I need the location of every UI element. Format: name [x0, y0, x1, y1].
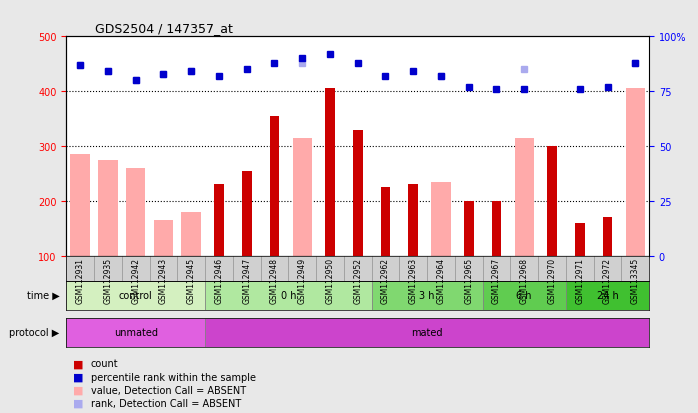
Text: ■: ■	[73, 372, 84, 382]
Text: time ▶: time ▶	[27, 290, 59, 300]
Bar	[482, 281, 566, 310]
Bar	[242, 171, 251, 256]
Bar	[408, 185, 418, 256]
Text: protocol ▶: protocol ▶	[9, 328, 59, 337]
Bar	[325, 89, 335, 256]
Text: control: control	[119, 290, 153, 300]
Text: GSM112964: GSM112964	[436, 257, 445, 303]
Bar	[66, 318, 205, 347]
Bar	[66, 281, 205, 310]
Bar	[70, 155, 90, 256]
Bar	[514, 138, 534, 256]
Text: value, Detection Call = ABSENT: value, Detection Call = ABSENT	[91, 385, 246, 395]
Text: percentile rank within the sample: percentile rank within the sample	[91, 372, 255, 382]
Text: 0 h: 0 h	[281, 290, 296, 300]
Text: GSM112935: GSM112935	[103, 257, 112, 303]
Bar	[181, 212, 201, 256]
Text: GSM112948: GSM112948	[270, 257, 279, 303]
Text: count: count	[91, 358, 119, 368]
Bar	[292, 138, 312, 256]
Bar	[491, 202, 501, 256]
Bar	[371, 281, 482, 310]
Bar	[625, 89, 645, 256]
Bar	[431, 182, 451, 256]
Text: GSM112945: GSM112945	[186, 257, 195, 303]
Text: ■: ■	[73, 398, 84, 408]
Text: ■: ■	[73, 385, 84, 395]
Text: GSM112931: GSM112931	[75, 257, 84, 303]
Text: 6 h: 6 h	[517, 290, 532, 300]
Text: GSM112943: GSM112943	[159, 257, 168, 303]
Text: GDS2504 / 147357_at: GDS2504 / 147357_at	[96, 21, 233, 35]
Bar	[464, 202, 474, 256]
Text: GSM112949: GSM112949	[298, 257, 306, 303]
Text: ■: ■	[73, 358, 84, 368]
Bar	[566, 281, 649, 310]
Text: rank, Detection Call = ABSENT: rank, Detection Call = ABSENT	[91, 398, 241, 408]
Bar	[353, 130, 362, 256]
Text: GSM112972: GSM112972	[603, 257, 612, 303]
Text: 3 h: 3 h	[419, 290, 435, 300]
Text: GSM112947: GSM112947	[242, 257, 251, 303]
Bar	[547, 147, 557, 256]
Bar	[126, 169, 145, 256]
Text: GSM112962: GSM112962	[381, 257, 390, 303]
Text: GSM113345: GSM113345	[631, 257, 640, 304]
Text: GSM112971: GSM112971	[575, 257, 584, 303]
Bar	[98, 160, 118, 256]
Text: GSM112967: GSM112967	[492, 257, 501, 303]
Bar	[575, 223, 585, 256]
Bar	[602, 218, 612, 256]
Text: GSM112942: GSM112942	[131, 257, 140, 303]
Text: unmated: unmated	[114, 328, 158, 337]
Text: 24 h: 24 h	[597, 290, 618, 300]
Bar	[380, 188, 390, 256]
Text: GSM112965: GSM112965	[464, 257, 473, 303]
Text: mated: mated	[411, 328, 443, 337]
Text: GSM112950: GSM112950	[325, 257, 334, 303]
Bar	[205, 318, 649, 347]
Bar	[269, 116, 279, 256]
Bar	[154, 221, 173, 256]
Text: GSM112946: GSM112946	[214, 257, 223, 303]
Bar	[205, 281, 371, 310]
Text: GSM112952: GSM112952	[353, 257, 362, 303]
Text: GSM112963: GSM112963	[409, 257, 417, 303]
Text: GSM112968: GSM112968	[520, 257, 529, 303]
Bar	[214, 185, 224, 256]
Text: GSM112970: GSM112970	[547, 257, 556, 303]
